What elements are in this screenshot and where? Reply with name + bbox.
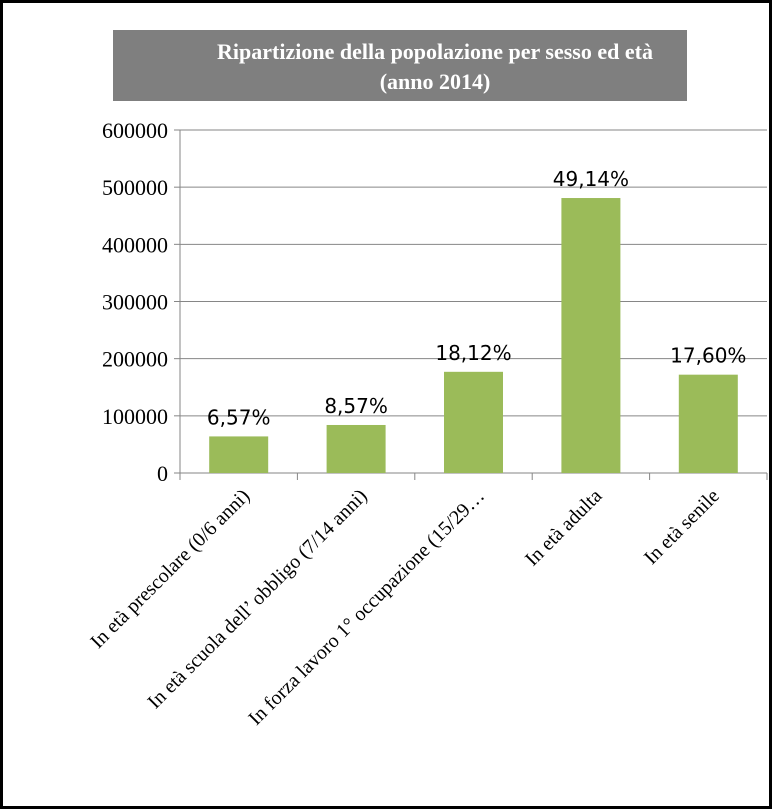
bar bbox=[327, 425, 386, 473]
data-label: 49,14% bbox=[553, 167, 629, 191]
chart-title-line1: Ripartizione della popolazione per sesso… bbox=[217, 39, 653, 64]
y-tick-label: 0 bbox=[157, 461, 168, 486]
chart-title-line2: (anno 2014) bbox=[380, 69, 491, 94]
y-axis-tick-labels: 0 100000 200000 300000 400000 500000 600000 bbox=[102, 118, 168, 486]
y-tick-label: 300000 bbox=[102, 290, 168, 315]
y-tick-label: 500000 bbox=[102, 175, 168, 200]
bar bbox=[444, 372, 503, 473]
bars bbox=[209, 198, 738, 473]
data-label: 8,57% bbox=[324, 394, 388, 418]
y-tick-label: 400000 bbox=[102, 232, 168, 257]
x-category-label: In età adulta bbox=[521, 485, 607, 571]
data-label: 6,57% bbox=[207, 405, 271, 429]
data-label: 18,12% bbox=[435, 341, 511, 365]
bar-chart: Ripartizione della popolazione per sesso… bbox=[3, 3, 772, 812]
data-label: 17,60% bbox=[670, 344, 746, 368]
y-tick-label: 100000 bbox=[102, 404, 168, 429]
x-axis-category-labels: In età prescolare (0/6 anni)In età scuol… bbox=[86, 485, 724, 730]
x-category-label: In forza lavoro 1° occupazione (15/29… bbox=[244, 485, 489, 730]
bar bbox=[679, 375, 738, 473]
bar bbox=[209, 436, 268, 473]
x-category-label: In età senile bbox=[640, 485, 724, 569]
y-tick-label: 600000 bbox=[102, 118, 168, 143]
bar bbox=[561, 198, 620, 473]
y-tick-label: 200000 bbox=[102, 347, 168, 372]
x-category-label: In età scuola dell’ obbligo (7/14 anni) bbox=[143, 485, 371, 713]
